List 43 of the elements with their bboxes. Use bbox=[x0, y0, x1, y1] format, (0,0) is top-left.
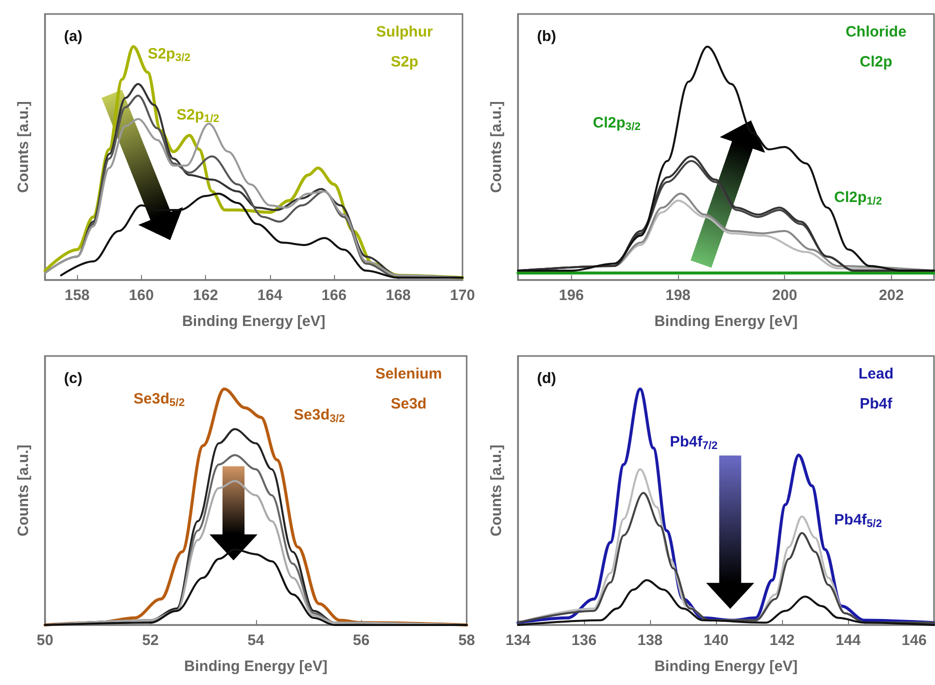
chart-title: (c) bbox=[64, 370, 82, 387]
x-tick-label: 56 bbox=[352, 632, 370, 649]
y-axis-title: Counts [a.u.] bbox=[488, 101, 505, 193]
x-tick-label: 140 bbox=[704, 632, 729, 649]
x-axis-title: Binding Energy [eV] bbox=[654, 313, 798, 330]
x-tick-label: 136 bbox=[572, 632, 597, 649]
chart-title: (a) bbox=[64, 28, 82, 45]
x-tick-label: 144 bbox=[836, 632, 862, 649]
x-tick-label: 168 bbox=[386, 287, 411, 304]
chart-title: (d) bbox=[537, 370, 556, 387]
x-tick-label: 50 bbox=[36, 632, 54, 649]
x-tick-label: 142 bbox=[770, 632, 795, 649]
x-axis-title: Binding Energy [eV] bbox=[654, 658, 798, 675]
text: Chloride bbox=[846, 24, 906, 40]
text: Sulphur bbox=[376, 24, 433, 40]
x-tick-label: 164 bbox=[257, 287, 283, 304]
x-tick-label: 54 bbox=[247, 632, 265, 649]
x-tick-label: 200 bbox=[772, 287, 798, 304]
x-tick-label: 196 bbox=[558, 287, 584, 304]
text: Lead bbox=[858, 366, 894, 382]
annotation: Pb4f bbox=[860, 396, 894, 412]
x-tick-label: 202 bbox=[878, 287, 904, 304]
text: Selenium bbox=[375, 366, 442, 382]
y-axis-title: Counts [a.u.] bbox=[15, 444, 32, 536]
chart-title: (b) bbox=[537, 28, 556, 45]
annotation: Se3d bbox=[390, 396, 427, 412]
x-axis-title: Binding Energy [eV] bbox=[184, 658, 328, 675]
x-tick-label: 166 bbox=[322, 287, 347, 304]
y-axis-title: Counts [a.u.] bbox=[15, 101, 32, 193]
x-tick-label: 58 bbox=[458, 632, 475, 649]
x-tick-label: 134 bbox=[505, 632, 532, 649]
x-tick-label: 198 bbox=[665, 287, 691, 304]
x-tick-label: 146 bbox=[902, 632, 927, 649]
annotation: S2p bbox=[390, 54, 418, 70]
x-tick-label: 138 bbox=[638, 632, 663, 649]
x-tick-label: 52 bbox=[142, 632, 159, 649]
x-axis-title: Binding Energy [eV] bbox=[182, 313, 326, 330]
x-tick-label: 158 bbox=[64, 287, 90, 304]
x-tick-label: 170 bbox=[450, 287, 475, 304]
x-tick-label: 160 bbox=[128, 287, 154, 304]
annotation: Cl2p bbox=[860, 54, 892, 70]
y-axis-title: Counts [a.u.] bbox=[488, 444, 505, 536]
x-tick-label: 162 bbox=[193, 287, 218, 304]
